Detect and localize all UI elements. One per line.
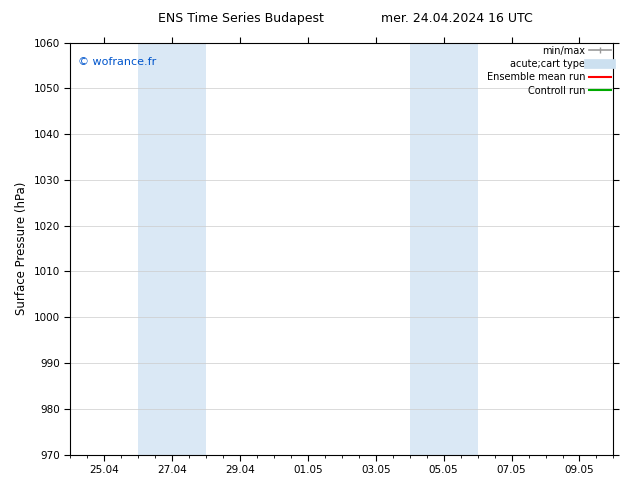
Text: ENS Time Series Budapest: ENS Time Series Budapest	[158, 12, 324, 25]
Y-axis label: Surface Pressure (hPa): Surface Pressure (hPa)	[15, 182, 28, 315]
Bar	[138, 43, 206, 455]
Text: mer. 24.04.2024 16 UTC: mer. 24.04.2024 16 UTC	[380, 12, 533, 25]
Bar	[410, 43, 477, 455]
Text: © wofrance.fr: © wofrance.fr	[79, 57, 157, 67]
Legend: min/max, acute;cart type, Ensemble mean run, Controll run: min/max, acute;cart type, Ensemble mean …	[487, 46, 611, 96]
